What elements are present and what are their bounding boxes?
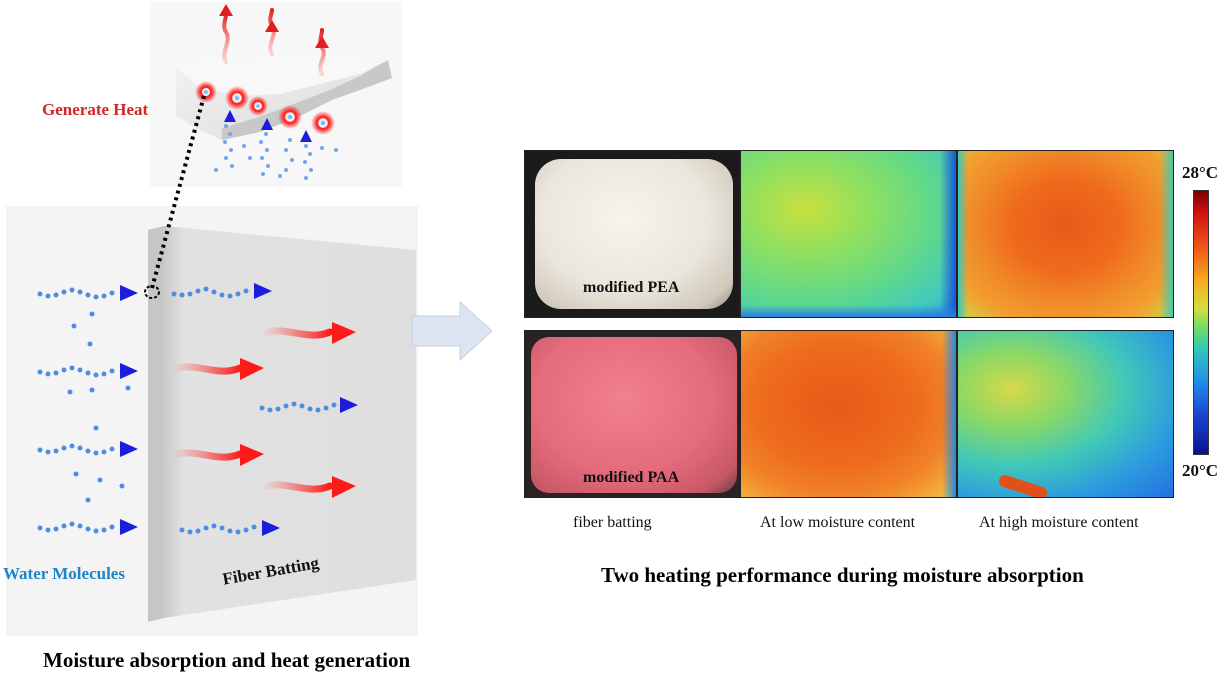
transition-arrow [411,300,493,362]
heat-flow-arrows [168,322,356,498]
pea-label: modified PEA [583,279,680,296]
rising-heat-arrowheads [219,4,329,48]
thermal-paa-high [957,330,1174,498]
right-caption: Two heating performance during moisture … [601,563,1084,587]
column-caption-high: At high moisture content [979,514,1139,531]
thermal-paa-low [740,330,957,498]
fiber-batting-wall [148,226,416,622]
column-caption-fiber: fiber batting [573,514,652,531]
zoom-line [150,95,206,289]
colorbar-max-label: 28°C [1182,163,1219,182]
water-molecules-label: Water Molecules [3,564,125,583]
thermal-pea-low [740,150,957,318]
small-up-arrows [224,110,312,142]
left-caption: Moisture absorption and heat generation [43,648,411,672]
photo-paa: modified PAA [524,330,740,498]
photo-pea: modified PEA [524,150,740,318]
zoom-circle [144,285,160,299]
thermal-pea-high [957,150,1174,318]
column-caption-low: At low moisture content [760,514,916,531]
paa-label: modified PAA [583,469,680,486]
water-molecule-chains [37,286,337,535]
rising-water-trails [214,124,338,180]
temperature-colorbar [1193,190,1209,455]
water-direction-arrows [120,283,358,536]
colorbar-min-label: 20°C [1182,461,1219,480]
generate-heat-label: Generate Heat [42,100,149,119]
heat-spots [195,81,335,135]
